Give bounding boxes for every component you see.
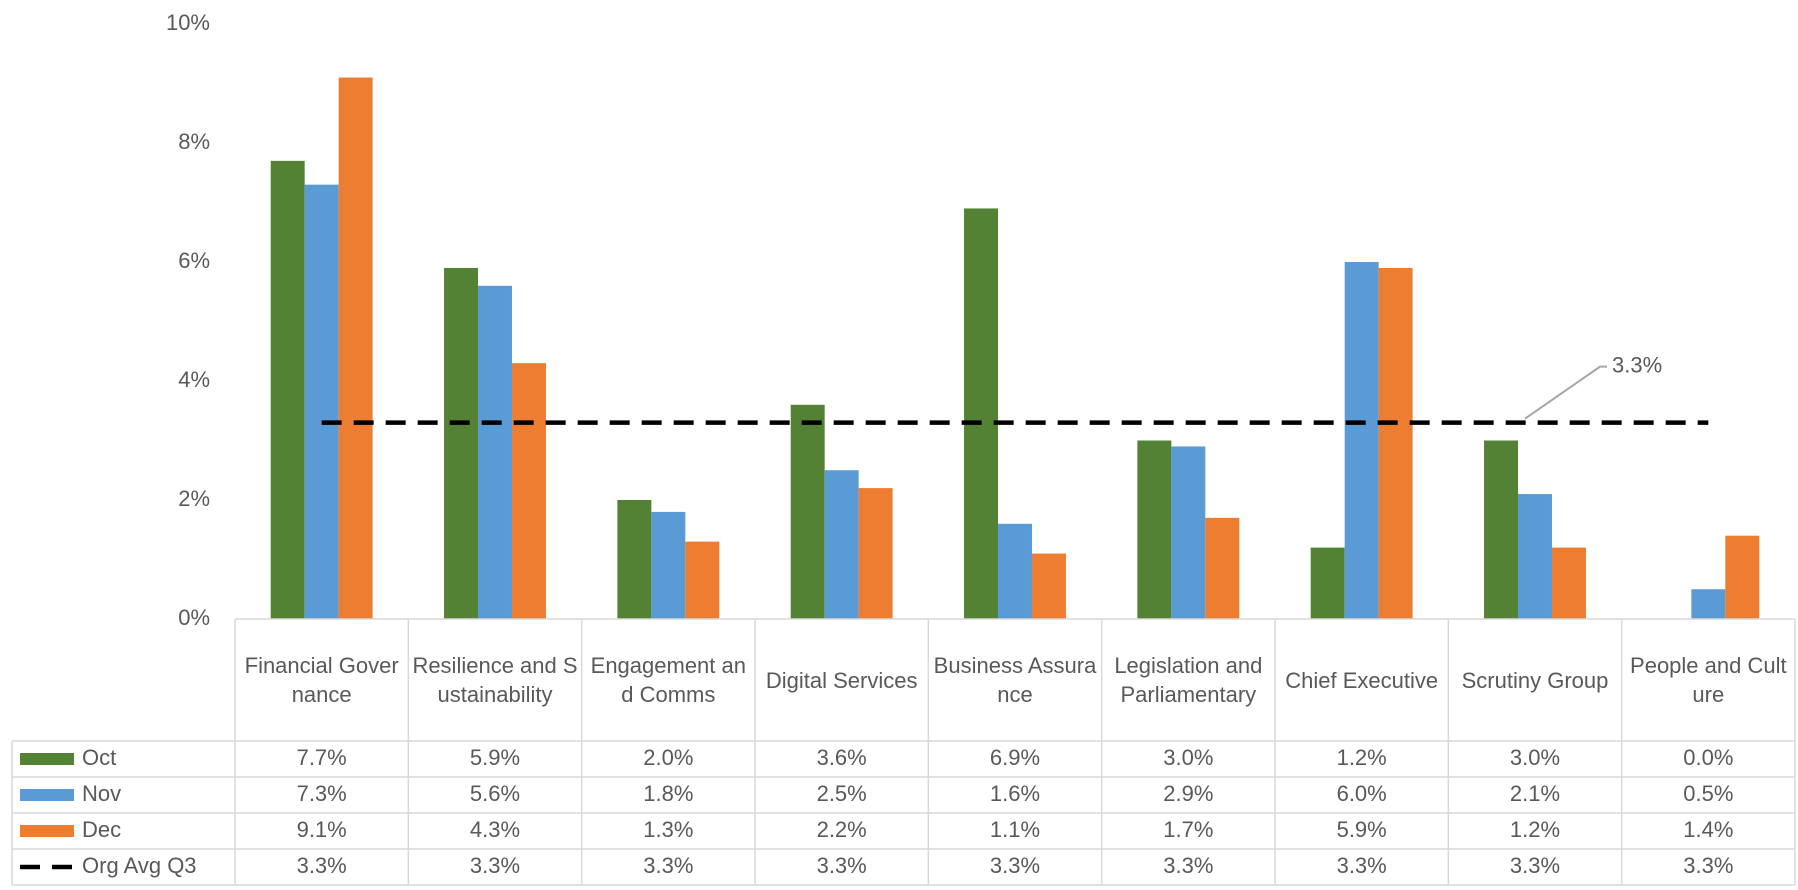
x-tick-label: Legislation and Parliamentary xyxy=(1114,653,1263,707)
callout-label: 3.3% xyxy=(1612,352,1662,377)
y-tick-label: 4% xyxy=(178,367,210,392)
legend-key xyxy=(20,789,74,801)
y-tick-label: 8% xyxy=(178,129,210,154)
category-cell: Digital Services xyxy=(765,667,918,693)
table-value: 1.2% xyxy=(1510,817,1560,842)
bar xyxy=(790,404,825,619)
category-cell: People and Culture xyxy=(1630,653,1787,707)
table-value: 1.8% xyxy=(643,781,693,806)
table-value: 1.3% xyxy=(643,817,693,842)
table-value: 4.3% xyxy=(470,817,520,842)
y-tick-label: 0% xyxy=(178,605,210,630)
x-tick-label: People and Culture xyxy=(1630,653,1787,707)
table-value: 5.6% xyxy=(470,781,520,806)
category-cell: Scrutiny Group xyxy=(1461,667,1609,693)
y-tick-label: 2% xyxy=(178,486,210,511)
table-value: 7.3% xyxy=(297,781,347,806)
table-value: 3.3% xyxy=(1683,853,1733,878)
legend-key xyxy=(20,825,74,837)
table-value: 3.3% xyxy=(990,853,1040,878)
x-tick-label: Financial Governance xyxy=(244,653,399,707)
bar xyxy=(1484,440,1519,619)
bar xyxy=(685,541,720,619)
bar xyxy=(478,285,512,619)
table-value: 7.7% xyxy=(297,745,347,770)
table-value: 3.0% xyxy=(1163,745,1213,770)
x-tick-label: Engagement and Comms xyxy=(590,653,746,707)
y-tick-label: 10% xyxy=(166,10,210,35)
table-value: 1.6% xyxy=(990,781,1040,806)
bar xyxy=(1137,440,1172,619)
bar xyxy=(1691,589,1726,619)
table-value: 1.1% xyxy=(990,817,1040,842)
bar xyxy=(1205,517,1240,619)
table-value: 3.3% xyxy=(297,853,347,878)
bar xyxy=(1518,494,1552,619)
bar xyxy=(998,523,1032,619)
category-cell: Business Assurance xyxy=(933,653,1097,707)
table-value: 6.9% xyxy=(990,745,1040,770)
table-value: 3.3% xyxy=(1510,853,1560,878)
table-value: 3.3% xyxy=(1337,853,1387,878)
table-value: 5.9% xyxy=(470,745,520,770)
table-value: 1.4% xyxy=(1683,817,1733,842)
category-cell: Resilience and Sustainability xyxy=(412,653,578,707)
table-value: 3.3% xyxy=(643,853,693,878)
callout-leader xyxy=(1524,365,1607,420)
x-tick-label: Resilience and Sustainability xyxy=(412,653,578,707)
table-value: 3.0% xyxy=(1510,745,1560,770)
x-tick-label: Chief Executive xyxy=(1285,667,1439,693)
bar xyxy=(304,184,339,619)
table-value: 5.9% xyxy=(1337,817,1387,842)
legend-label: Oct xyxy=(82,745,116,770)
bar xyxy=(1551,547,1586,619)
table-value: 3.3% xyxy=(817,853,867,878)
table-value: 6.0% xyxy=(1337,781,1387,806)
category-cell: Engagement and Comms xyxy=(590,653,746,707)
bar xyxy=(1378,267,1413,619)
x-tick-label: Scrutiny Group xyxy=(1461,667,1609,693)
bar xyxy=(964,208,999,619)
table-value: 3.3% xyxy=(1163,853,1213,878)
table-value: 2.1% xyxy=(1510,781,1560,806)
table-value: 0.0% xyxy=(1683,745,1733,770)
legend-label: Dec xyxy=(82,817,121,842)
bar xyxy=(338,77,373,620)
table-value: 2.0% xyxy=(643,745,693,770)
x-tick-label: Digital Services xyxy=(765,667,918,693)
table-value: 3.6% xyxy=(817,745,867,770)
y-tick-label: 6% xyxy=(178,248,210,273)
legend-key xyxy=(20,753,74,765)
bar xyxy=(651,511,686,619)
bar xyxy=(617,500,652,619)
table-value: 1.2% xyxy=(1337,745,1387,770)
x-tick-label: Business Assurance xyxy=(933,653,1097,707)
bar xyxy=(1171,446,1206,619)
bar xyxy=(444,267,479,619)
category-cell: Financial Governance xyxy=(244,653,399,707)
category-cell: Chief Executive xyxy=(1285,667,1439,693)
bar xyxy=(511,363,546,619)
category-cell: Legislation and Parliamentary xyxy=(1114,653,1263,707)
table-value: 9.1% xyxy=(297,817,347,842)
bar xyxy=(1310,547,1345,619)
table-value: 2.9% xyxy=(1163,781,1213,806)
bar xyxy=(858,488,893,619)
bar xyxy=(1725,535,1760,619)
table-value: 2.5% xyxy=(817,781,867,806)
bar xyxy=(1031,553,1066,619)
table-value: 0.5% xyxy=(1683,781,1733,806)
bar xyxy=(270,160,305,619)
legend-label: Org Avg Q3 xyxy=(82,853,197,878)
table-value: 1.7% xyxy=(1163,817,1213,842)
table-value: 2.2% xyxy=(817,817,867,842)
bar xyxy=(1344,262,1379,619)
bar xyxy=(824,470,859,619)
table-value: 3.3% xyxy=(470,853,520,878)
legend-label: Nov xyxy=(82,781,121,806)
